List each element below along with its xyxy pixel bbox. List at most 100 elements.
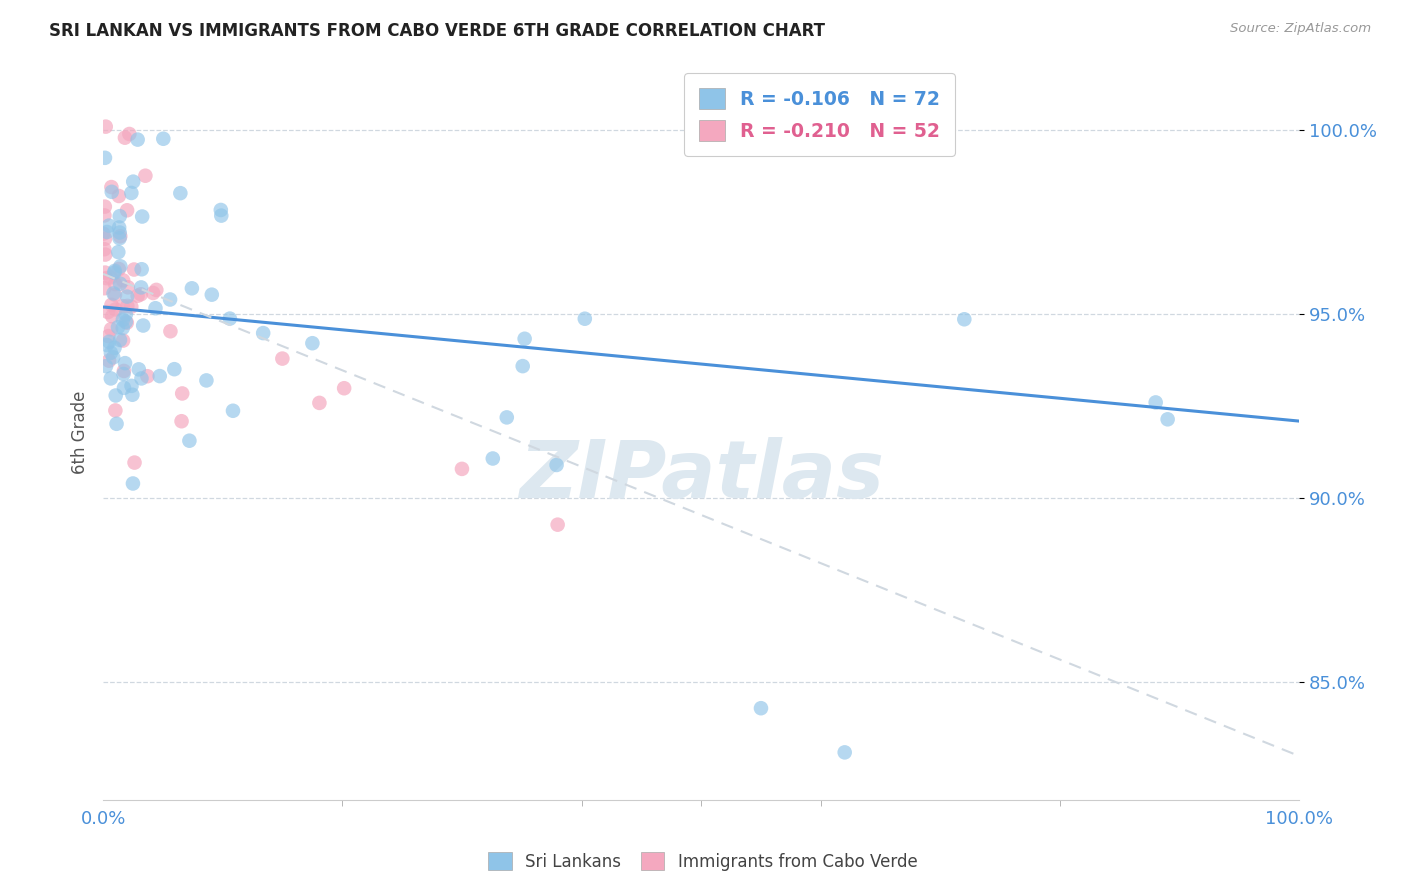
Point bbox=[179, 434, 201, 448]
Point bbox=[252, 326, 274, 340]
Point bbox=[103, 286, 125, 301]
Point bbox=[112, 381, 135, 395]
Point bbox=[127, 133, 149, 147]
Point bbox=[152, 132, 174, 146]
Point bbox=[749, 701, 772, 715]
Point bbox=[481, 451, 503, 466]
Point bbox=[93, 281, 115, 295]
Point bbox=[97, 219, 120, 233]
Point bbox=[108, 189, 131, 203]
Point bbox=[104, 403, 127, 417]
Point bbox=[110, 229, 132, 244]
Point bbox=[120, 300, 142, 314]
Point bbox=[103, 351, 125, 365]
Point bbox=[104, 388, 127, 402]
Point bbox=[953, 312, 976, 326]
Point bbox=[96, 271, 118, 285]
Point bbox=[108, 220, 131, 235]
Point bbox=[96, 338, 118, 352]
Point bbox=[117, 299, 139, 313]
Point bbox=[134, 169, 156, 183]
Point bbox=[100, 298, 122, 312]
Point bbox=[127, 289, 149, 303]
Point bbox=[159, 293, 181, 307]
Point bbox=[108, 333, 131, 347]
Point bbox=[149, 369, 172, 384]
Point bbox=[94, 359, 117, 373]
Point bbox=[100, 270, 122, 285]
Point bbox=[121, 388, 143, 402]
Point bbox=[107, 320, 129, 334]
Point bbox=[100, 346, 122, 360]
Point bbox=[131, 371, 153, 385]
Point bbox=[142, 285, 165, 300]
Point bbox=[114, 356, 136, 370]
Point bbox=[170, 414, 193, 428]
Point bbox=[111, 299, 134, 313]
Point bbox=[103, 266, 125, 280]
Point bbox=[495, 410, 517, 425]
Point bbox=[112, 273, 135, 287]
Point bbox=[145, 301, 167, 316]
Point bbox=[124, 456, 146, 470]
Point bbox=[100, 180, 122, 194]
Point bbox=[271, 351, 294, 366]
Point bbox=[122, 262, 145, 277]
Point bbox=[132, 318, 155, 333]
Legend: Sri Lankans, Immigrants from Cabo Verde: Sri Lankans, Immigrants from Cabo Verde bbox=[479, 844, 927, 880]
Point bbox=[114, 315, 136, 329]
Point bbox=[112, 364, 135, 378]
Point bbox=[104, 264, 127, 278]
Point bbox=[107, 245, 129, 260]
Point bbox=[451, 462, 474, 476]
Y-axis label: 6th Grade: 6th Grade bbox=[72, 391, 89, 474]
Point bbox=[159, 324, 181, 338]
Point bbox=[129, 280, 152, 294]
Point bbox=[97, 329, 120, 343]
Point bbox=[145, 283, 167, 297]
Point bbox=[121, 379, 143, 393]
Point bbox=[1144, 395, 1167, 409]
Point bbox=[94, 200, 117, 214]
Point bbox=[122, 476, 145, 491]
Point bbox=[94, 247, 117, 261]
Point bbox=[512, 359, 534, 373]
Point bbox=[104, 288, 127, 302]
Point bbox=[574, 311, 596, 326]
Point bbox=[108, 231, 131, 245]
Point bbox=[114, 130, 136, 145]
Point bbox=[94, 120, 117, 134]
Point bbox=[129, 287, 152, 301]
Text: Source: ZipAtlas.com: Source: ZipAtlas.com bbox=[1230, 22, 1371, 36]
Point bbox=[93, 242, 115, 256]
Point bbox=[209, 202, 232, 217]
Point bbox=[128, 362, 150, 376]
Point bbox=[100, 322, 122, 336]
Point bbox=[93, 208, 115, 222]
Point bbox=[91, 227, 114, 241]
Point bbox=[104, 302, 127, 317]
Point bbox=[547, 517, 569, 532]
Point bbox=[108, 226, 131, 240]
Point bbox=[100, 185, 122, 199]
Point bbox=[131, 262, 153, 277]
Point bbox=[94, 266, 117, 280]
Point bbox=[101, 310, 124, 324]
Point bbox=[94, 151, 117, 165]
Point bbox=[98, 353, 121, 368]
Point bbox=[218, 311, 240, 326]
Point bbox=[209, 209, 232, 223]
Point bbox=[108, 262, 131, 277]
Point bbox=[117, 280, 139, 294]
Point bbox=[163, 362, 186, 376]
Point bbox=[120, 186, 142, 200]
Point bbox=[105, 417, 128, 431]
Point bbox=[546, 458, 568, 472]
Point bbox=[110, 260, 132, 274]
Point bbox=[1156, 412, 1178, 426]
Point bbox=[308, 396, 330, 410]
Point bbox=[111, 321, 134, 335]
Point bbox=[131, 210, 153, 224]
Point bbox=[112, 367, 135, 381]
Point bbox=[98, 334, 121, 349]
